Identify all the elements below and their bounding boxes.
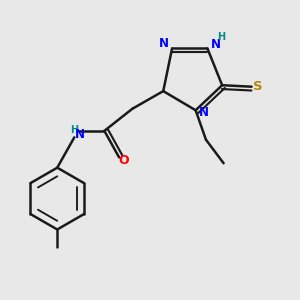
Text: H: H bbox=[218, 32, 226, 42]
Text: N: N bbox=[75, 128, 85, 142]
Text: N: N bbox=[199, 106, 209, 119]
Text: N: N bbox=[159, 37, 169, 50]
Text: O: O bbox=[118, 154, 129, 167]
Text: N: N bbox=[211, 38, 221, 51]
Text: S: S bbox=[253, 80, 263, 93]
Text: H: H bbox=[70, 125, 78, 135]
